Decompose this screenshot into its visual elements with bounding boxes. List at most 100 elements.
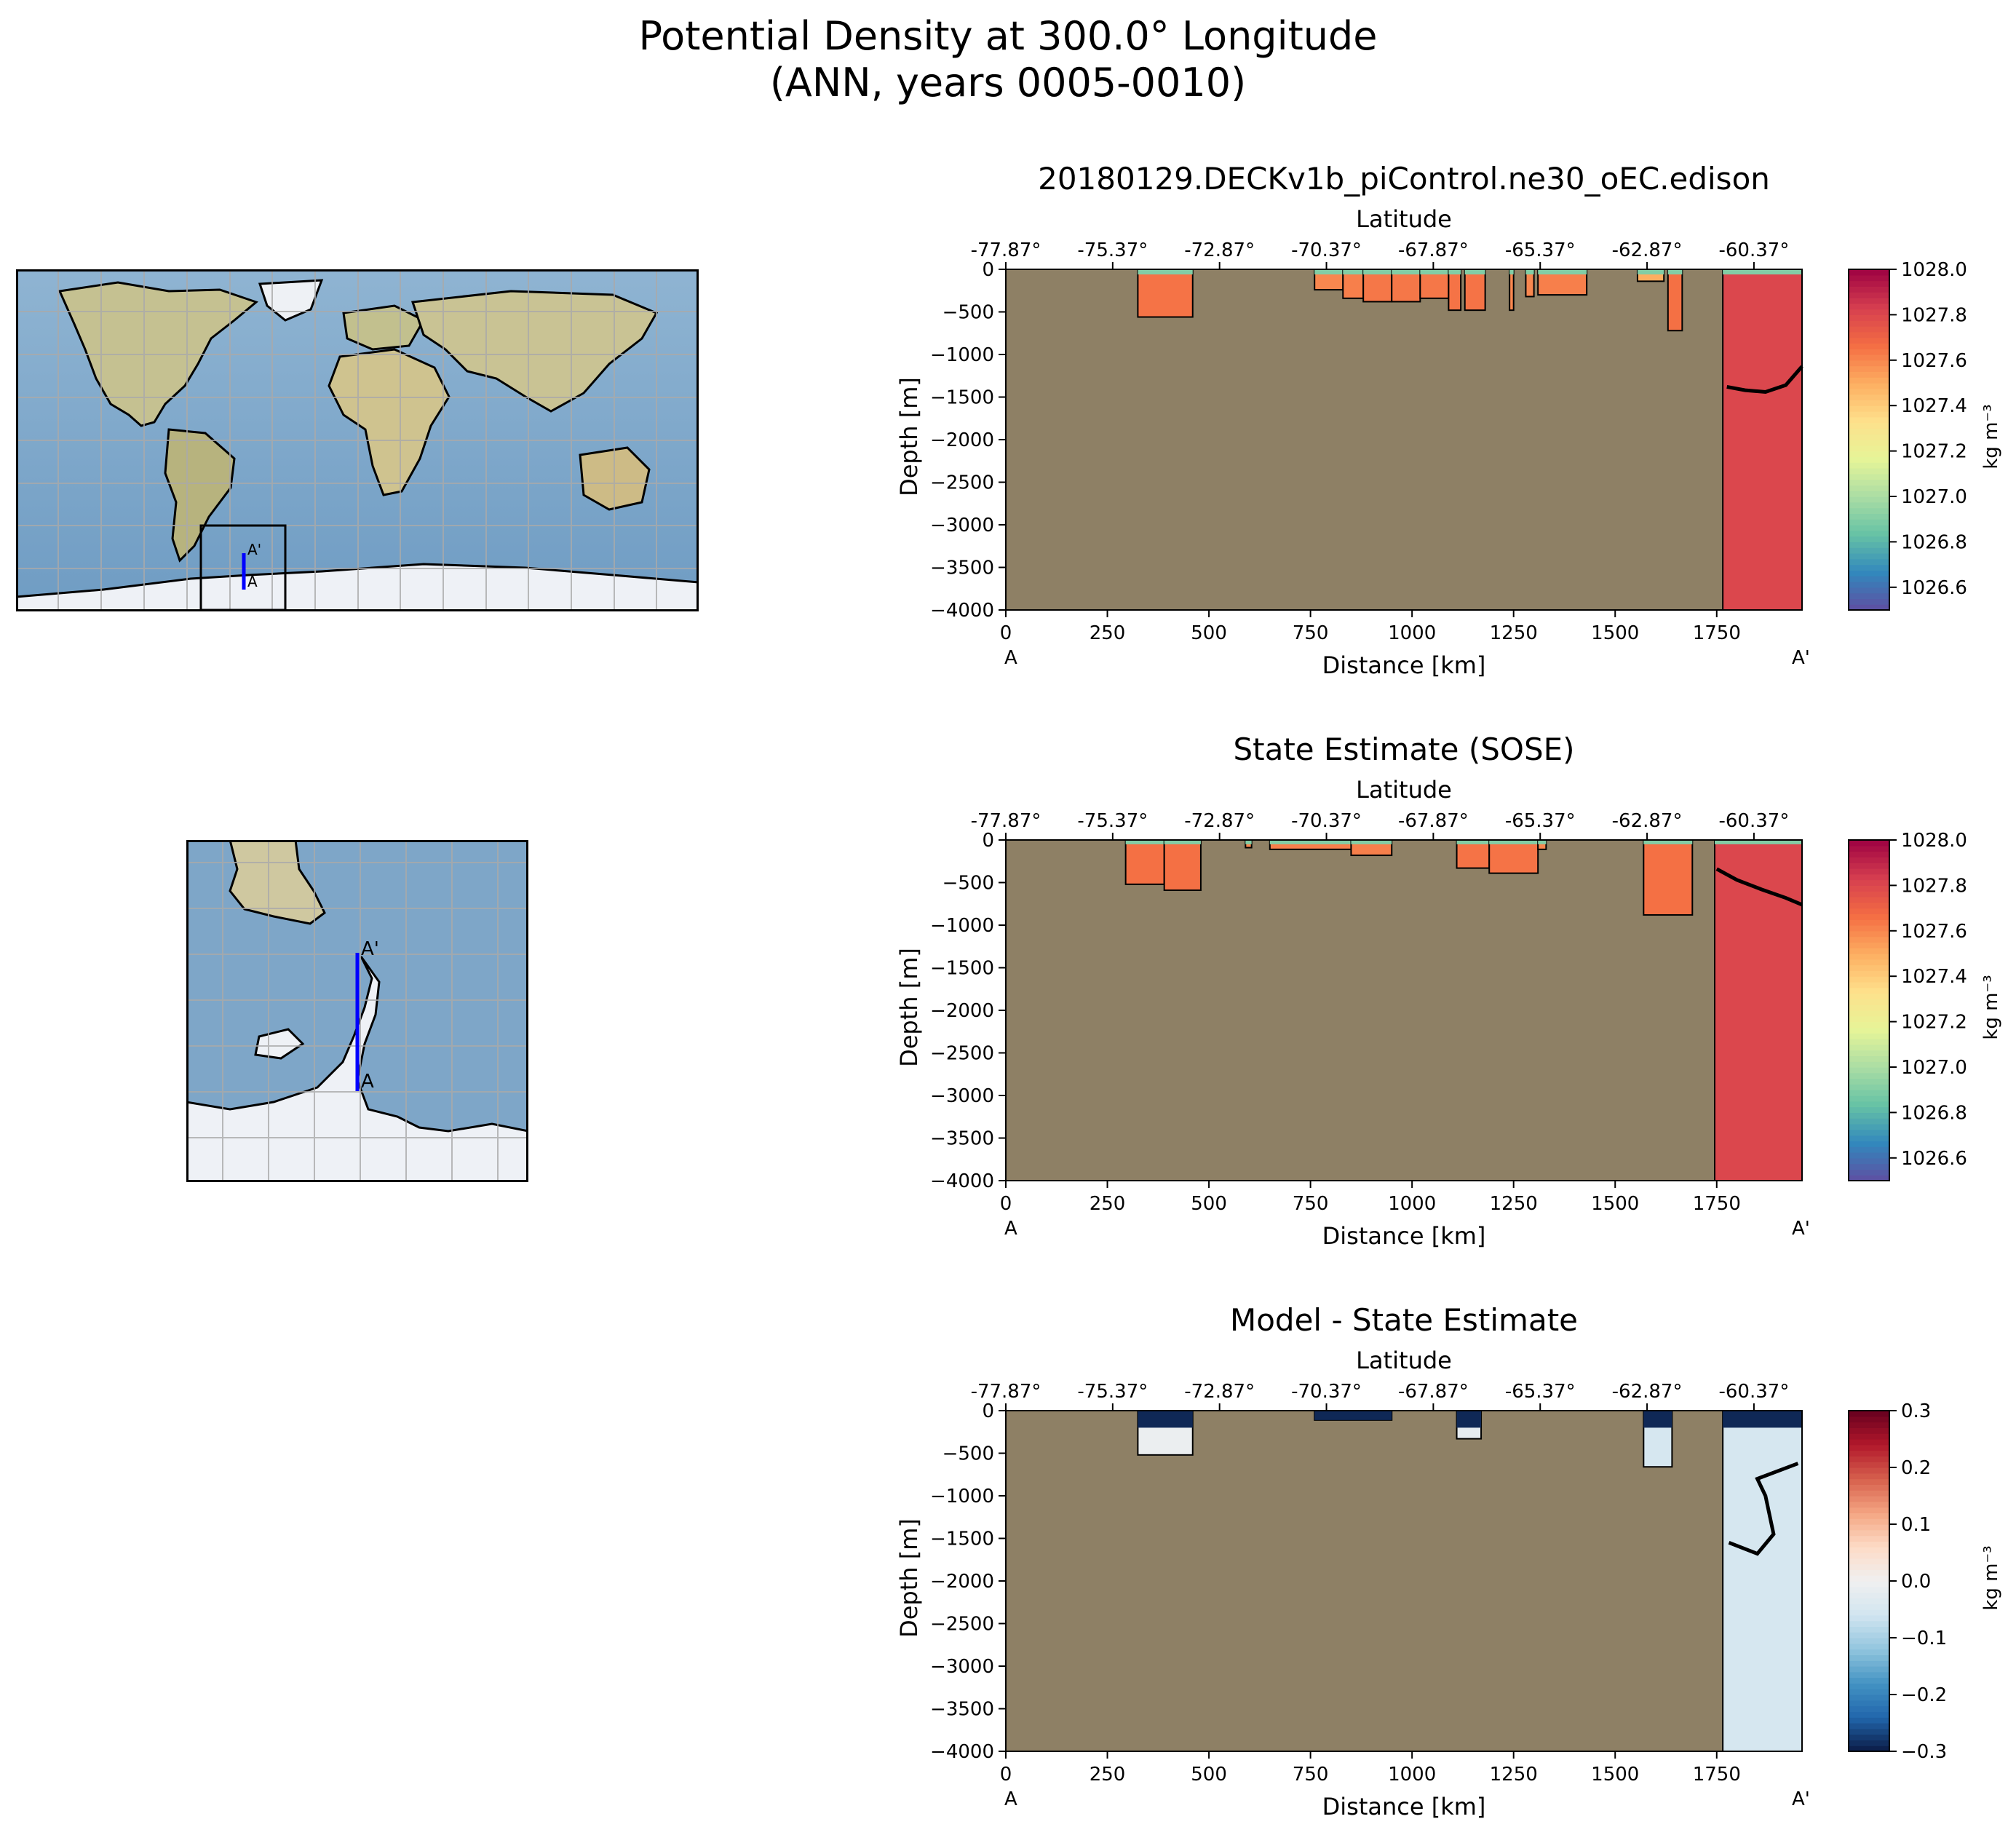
colorbar-step: [1849, 1027, 1889, 1034]
colorbar-step: [1849, 1592, 1889, 1598]
y-tick-label: −1000: [930, 1486, 994, 1507]
water-column: [1163, 839, 1202, 892]
x-tick-label: 1750: [1693, 1193, 1741, 1215]
colorbar-step: [1849, 303, 1889, 310]
top-axis-label: Latitude: [1356, 776, 1452, 804]
colorbar-step: [1849, 1660, 1889, 1667]
colorbar-step: [1849, 337, 1889, 344]
colorbar-step: [1849, 456, 1889, 463]
top-tick-label: -65.37°: [1505, 810, 1576, 832]
colorbar-step: [1849, 1050, 1889, 1056]
colorbar-step: [1849, 269, 1889, 276]
colorbar-step: [1849, 343, 1889, 349]
colorbar-tick-label: 0.3: [1901, 1400, 1931, 1422]
y-tick-label: −3000: [930, 1656, 994, 1678]
surface-layer: [1343, 269, 1364, 275]
colorbar-step: [1849, 1033, 1889, 1039]
top-axis-label: Latitude: [1356, 205, 1452, 233]
top-tick-label: -60.37°: [1719, 239, 1790, 261]
europe-land: [342, 304, 426, 351]
colorbar-step: [1849, 1496, 1889, 1502]
colorbar-step: [1849, 1004, 1889, 1011]
colorbar-step: [1849, 1695, 1889, 1701]
colorbar-step: [1849, 558, 1889, 566]
surface-layer: [1125, 840, 1164, 844]
colorbar-step: [1849, 1157, 1889, 1165]
top-tick-label: -70.37°: [1291, 1381, 1362, 1403]
top-tick-label: -75.37°: [1077, 810, 1148, 832]
water-column: [1124, 839, 1165, 885]
colorbar-step: [1849, 1598, 1889, 1604]
colorbar-step: [1849, 1169, 1889, 1176]
top-tick-label: -77.87°: [971, 810, 1041, 832]
colorbar-step: [1849, 1518, 1889, 1525]
x-tick-label: 250: [1090, 622, 1126, 644]
model-section-panel: 20180129.DECKv1b_piControl.ne30_oEC.edis…: [895, 161, 2002, 679]
colorbar-step: [1849, 314, 1889, 321]
colorbar-step: [1849, 857, 1889, 863]
colorbar-step: [1849, 462, 1889, 469]
x-tick-label: 1500: [1591, 1193, 1639, 1215]
colorbar-tick-label: 1027.6: [1901, 350, 1967, 372]
colorbar-step: [1849, 1072, 1889, 1079]
y-axis-label: Depth [m]: [895, 948, 923, 1067]
surface-layer: [1245, 840, 1252, 844]
colorbar-step: [1849, 1146, 1889, 1153]
inset-islands: [254, 1028, 305, 1060]
colorbar-tick-label: 1027.6: [1901, 921, 1967, 943]
colorbar-step: [1849, 440, 1889, 446]
y-tick-label: −2500: [930, 1614, 994, 1636]
y-tick-label: −4000: [930, 1741, 994, 1763]
surface-layer: [1138, 269, 1193, 275]
x-tick-label: 1000: [1388, 1764, 1436, 1786]
x-tick-label: 750: [1293, 1764, 1329, 1786]
sose-section-panel: State Estimate (SOSE) Latitude Distance …: [895, 732, 2002, 1250]
colorbar-tick-label: 0.0: [1901, 1571, 1931, 1593]
colorbar-step: [1849, 1529, 1889, 1537]
global-map: A A': [16, 269, 699, 611]
colorbar-step: [1849, 502, 1889, 509]
colorbar-step: [1849, 948, 1889, 954]
colorbar-step: [1849, 1021, 1889, 1028]
top-tick-label: -60.37°: [1719, 810, 1790, 832]
colorbar-step: [1849, 587, 1889, 594]
colorbar-step: [1849, 1439, 1889, 1446]
colorbar-tick-label: −0.2: [1901, 1684, 1947, 1706]
top-axis-label: Latitude: [1356, 1347, 1452, 1374]
colorbar-step: [1849, 982, 1889, 988]
colorbar-step: [1849, 371, 1889, 378]
surface-layer: [1456, 1411, 1482, 1428]
colorbar-step: [1849, 1626, 1889, 1633]
y-tick-label: −4000: [930, 1170, 994, 1192]
colorbar-step: [1849, 1175, 1889, 1181]
colorbar-step: [1849, 496, 1889, 503]
figure-title-line2: (ANN, years 0005-0010): [769, 60, 1247, 106]
colorbar-step: [1849, 1444, 1889, 1451]
global-label-a: A: [247, 573, 258, 590]
colorbar-tick-label: 1027.4: [1901, 966, 1967, 988]
water-column: [1488, 839, 1539, 874]
colorbar-step: [1849, 360, 1889, 367]
colorbar-step: [1849, 1044, 1889, 1051]
colorbar-tick-label: 1028.0: [1901, 830, 1967, 852]
colorbar-step: [1849, 507, 1889, 514]
colorbar-step: [1849, 1484, 1889, 1491]
colorbar-step: [1849, 1129, 1889, 1136]
top-tick-label: -70.37°: [1291, 810, 1362, 832]
colorbar-step: [1849, 1734, 1889, 1740]
colorbar-step: [1849, 1677, 1889, 1684]
surface-layer: [1138, 1411, 1193, 1428]
difference-section-panel: Model - State Estimate Latitude Distance…: [895, 1302, 2002, 1820]
colorbar-step: [1849, 1614, 1889, 1622]
colorbar-step: [1849, 1513, 1889, 1519]
colorbar-step: [1849, 1101, 1889, 1108]
top-tick-label: -67.87°: [1398, 810, 1469, 832]
colorbar-step: [1849, 473, 1889, 480]
colorbar-step: [1849, 1728, 1889, 1735]
colorbar-step: [1849, 1558, 1889, 1565]
colorbar-step: [1849, 1490, 1889, 1497]
water-column: [1722, 1410, 1803, 1752]
y-tick-label: −2000: [930, 429, 994, 451]
colorbar-step: [1849, 576, 1889, 582]
colorbar-step: [1849, 1586, 1889, 1593]
